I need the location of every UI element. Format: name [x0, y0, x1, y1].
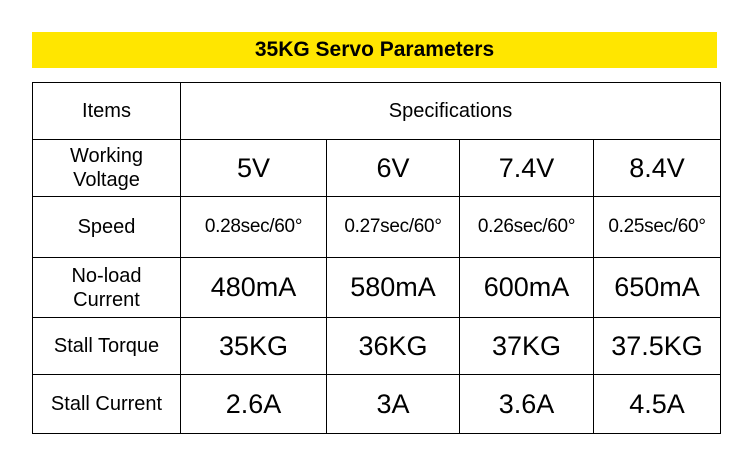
cell: 37KG [459, 317, 594, 375]
cell: 4.5A [593, 374, 721, 434]
cell: 3.6A [459, 374, 594, 434]
table-title: 35KG Servo Parameters [32, 32, 717, 68]
table-row: Working Voltage 5V 6V 7.4V 8.4V [32, 139, 721, 197]
header-items: Items [32, 82, 181, 140]
row-label: Speed [32, 196, 181, 258]
cell: 36KG [326, 317, 460, 375]
table-row: No-load Current 480mA 580mA 600mA 650mA [32, 257, 721, 318]
cell: 2.6A [180, 374, 327, 434]
table-row: Stall Torque 35KG 36KG 37KG 37.5KG [32, 317, 721, 375]
cell: 6V [326, 139, 460, 197]
header-row: Items Specifications [32, 82, 721, 140]
table-row: Speed 0.28sec/60° 0.27sec/60° 0.26sec/60… [32, 196, 721, 258]
table-row: Stall Current 2.6A 3A 3.6A 4.5A [32, 374, 721, 434]
cell: 3A [326, 374, 460, 434]
cell: 5V [180, 139, 327, 197]
row-label: Stall Torque [32, 317, 181, 375]
cell: 580mA [326, 257, 460, 318]
cell: 650mA [593, 257, 721, 318]
cell: 0.25sec/60° [593, 196, 721, 258]
cell: 7.4V [459, 139, 594, 197]
row-label: No-load Current [32, 257, 181, 318]
servo-parameters-table: Items Specifications Working Voltage 5V … [32, 82, 721, 434]
cell: 0.26sec/60° [459, 196, 594, 258]
row-label: Stall Current [32, 374, 181, 434]
cell: 35KG [180, 317, 327, 375]
header-specifications: Specifications [180, 82, 721, 140]
cell: 37.5KG [593, 317, 721, 375]
cell: 0.27sec/60° [326, 196, 460, 258]
row-label: Working Voltage [32, 139, 181, 197]
cell: 480mA [180, 257, 327, 318]
cell: 8.4V [593, 139, 721, 197]
cell: 600mA [459, 257, 594, 318]
cell: 0.28sec/60° [180, 196, 327, 258]
